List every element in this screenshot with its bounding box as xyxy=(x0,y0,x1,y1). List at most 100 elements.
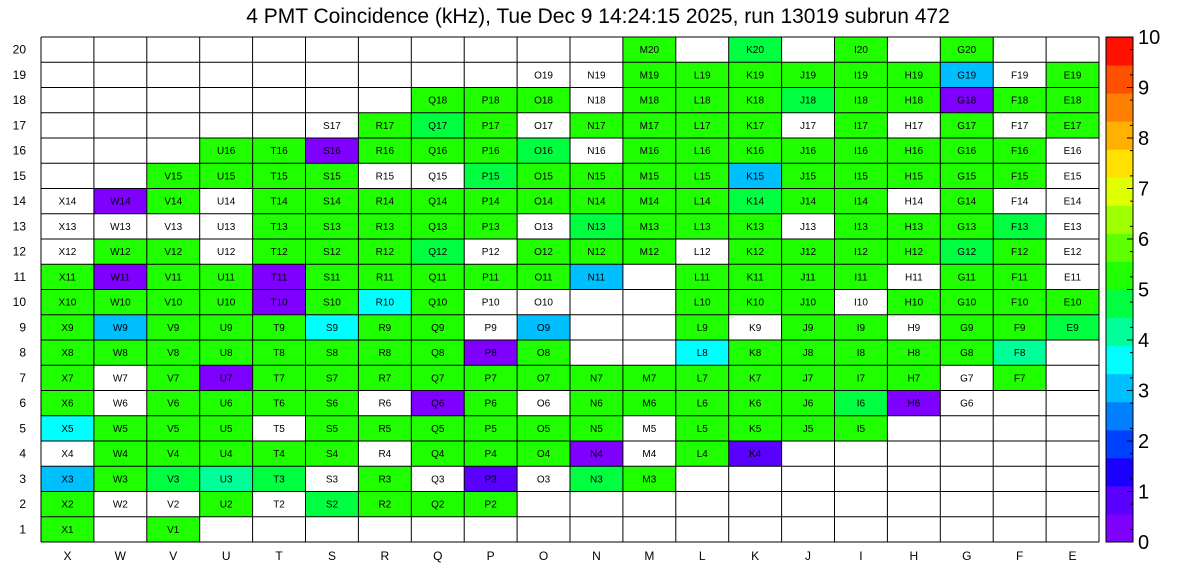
cell-label-X11: X11 xyxy=(59,272,76,283)
heatmap-cell-J12 xyxy=(781,239,835,265)
cell-label-J12: J12 xyxy=(800,247,817,258)
heatmap-cell-T15 xyxy=(252,163,306,189)
x-tick-label-T: T xyxy=(275,549,283,563)
cell-label-M15: M15 xyxy=(640,171,660,182)
cell-label-F14: F14 xyxy=(1011,197,1029,208)
heatmap-cell-J17 xyxy=(781,112,835,138)
cell-label-N13: N13 xyxy=(587,222,606,233)
heatmap-cell-S4 xyxy=(305,441,359,467)
cell-label-J19: J19 xyxy=(800,70,817,81)
heatmap-cell-V14 xyxy=(146,188,200,214)
heatmap-cell-E15 xyxy=(1046,163,1099,189)
heatmap-cell-V8 xyxy=(146,340,200,366)
y-tick-label-18: 18 xyxy=(13,93,27,107)
heatmap-cell-R9 xyxy=(358,314,412,340)
colorbar-tick-label-1: 1 xyxy=(1138,482,1149,504)
heatmap-cell-N16 xyxy=(570,138,623,164)
cell-label-X1: X1 xyxy=(61,525,74,536)
colorbar-segment xyxy=(1106,401,1133,431)
heatmap-cell-S15 xyxy=(305,163,359,189)
heatmap-cell-K7 xyxy=(728,365,782,391)
cell-label-F15: F15 xyxy=(1011,171,1029,182)
x-tick-label-M: M xyxy=(644,549,654,563)
cell-label-V10: V10 xyxy=(164,298,182,309)
heatmap-cell-X9 xyxy=(41,314,94,340)
heatmap-cell-P10 xyxy=(464,289,518,315)
heatmap-cell-N13 xyxy=(570,213,623,239)
cell-label-X4: X4 xyxy=(61,449,74,460)
cell-label-J7: J7 xyxy=(803,373,814,384)
cell-label-R9: R9 xyxy=(378,323,391,334)
cell-label-H6: H6 xyxy=(907,399,920,410)
heatmap-cell-E16 xyxy=(1046,138,1099,164)
x-tick-label-N: N xyxy=(592,549,601,563)
cell-label-I10: I10 xyxy=(854,298,868,309)
heatmap-cell-R8 xyxy=(358,340,412,366)
heatmap-cell-J16 xyxy=(781,138,835,164)
heatmap-cell-T6 xyxy=(252,390,306,416)
cell-label-R17: R17 xyxy=(376,121,395,132)
cell-label-O18: O18 xyxy=(534,96,553,107)
cell-label-J17: J17 xyxy=(800,121,817,132)
heatmap-cell-P3 xyxy=(464,466,518,492)
x-tick-label-X: X xyxy=(63,549,71,563)
cell-label-V6: V6 xyxy=(167,399,180,410)
colorbar-segment xyxy=(1106,345,1133,375)
colorbar-segment xyxy=(1106,149,1133,178)
heatmap-cell-V7 xyxy=(146,365,200,391)
heatmap-cell-L8 xyxy=(675,340,729,366)
heatmap-cell-E10 xyxy=(1046,289,1099,315)
cell-label-X10: X10 xyxy=(59,298,77,309)
cell-label-U10: U10 xyxy=(217,298,236,309)
heatmap-cell-U16 xyxy=(199,138,253,164)
cell-label-H8: H8 xyxy=(907,348,920,359)
cell-label-W12: W12 xyxy=(110,247,131,258)
colorbar-segment xyxy=(1106,429,1133,459)
colorbar-tick-label-0: 0 xyxy=(1138,532,1149,554)
cell-label-L16: L16 xyxy=(694,146,711,157)
cell-label-K18: K18 xyxy=(746,96,764,107)
cell-label-H12: H12 xyxy=(905,247,924,258)
heatmap-cell-F12 xyxy=(993,239,1047,265)
heatmap-cell-O3 xyxy=(517,466,570,492)
cell-label-P17: P17 xyxy=(482,121,500,132)
heatmap-cell-O12 xyxy=(517,239,570,265)
cell-label-N7: N7 xyxy=(590,373,603,384)
heatmap-cell-S6 xyxy=(305,390,359,416)
x-tick-label-R: R xyxy=(381,549,390,563)
heatmap-cell-H12 xyxy=(887,239,941,265)
y-tick-label-7: 7 xyxy=(19,371,26,385)
heatmap-cell-N3 xyxy=(570,466,623,492)
cell-label-T6: T6 xyxy=(273,399,285,410)
heatmap-cell-V6 xyxy=(146,390,200,416)
colorbar-segment xyxy=(1106,261,1133,290)
cell-label-N17: N17 xyxy=(587,121,606,132)
heatmap-cell-O8 xyxy=(517,340,570,366)
cell-label-R10: R10 xyxy=(376,298,395,309)
colorbar-segment xyxy=(1106,457,1133,487)
cell-label-U9: U9 xyxy=(220,323,233,334)
cell-label-T8: T8 xyxy=(273,348,285,359)
y-tick-label-2: 2 xyxy=(19,497,26,511)
heatmap-cell-Q5 xyxy=(411,415,465,441)
heatmap-cell-S9 xyxy=(305,314,359,340)
cell-label-O5: O5 xyxy=(537,424,551,435)
heatmap-cell-Q2 xyxy=(411,491,465,517)
cell-label-U8: U8 xyxy=(220,348,233,359)
cell-label-H10: H10 xyxy=(905,298,924,309)
cell-label-I5: I5 xyxy=(857,424,866,435)
y-tick-label-4: 4 xyxy=(19,447,26,461)
cell-label-R13: R13 xyxy=(376,222,395,233)
x-tick-label-I: I xyxy=(859,549,862,563)
heatmap-cell-G9 xyxy=(940,314,994,340)
colorbar-segment xyxy=(1106,373,1133,403)
heatmap-cell-X13 xyxy=(41,213,94,239)
heatmap-cell-I10 xyxy=(834,289,888,315)
heatmap-cell-P13 xyxy=(464,213,518,239)
cell-label-R3: R3 xyxy=(378,474,391,485)
heatmap-cell-R7 xyxy=(358,365,412,391)
cell-label-S13: S13 xyxy=(323,222,341,233)
cell-label-W6: W6 xyxy=(113,399,128,410)
cell-label-O13: O13 xyxy=(534,222,553,233)
cell-label-F18: F18 xyxy=(1011,96,1029,107)
